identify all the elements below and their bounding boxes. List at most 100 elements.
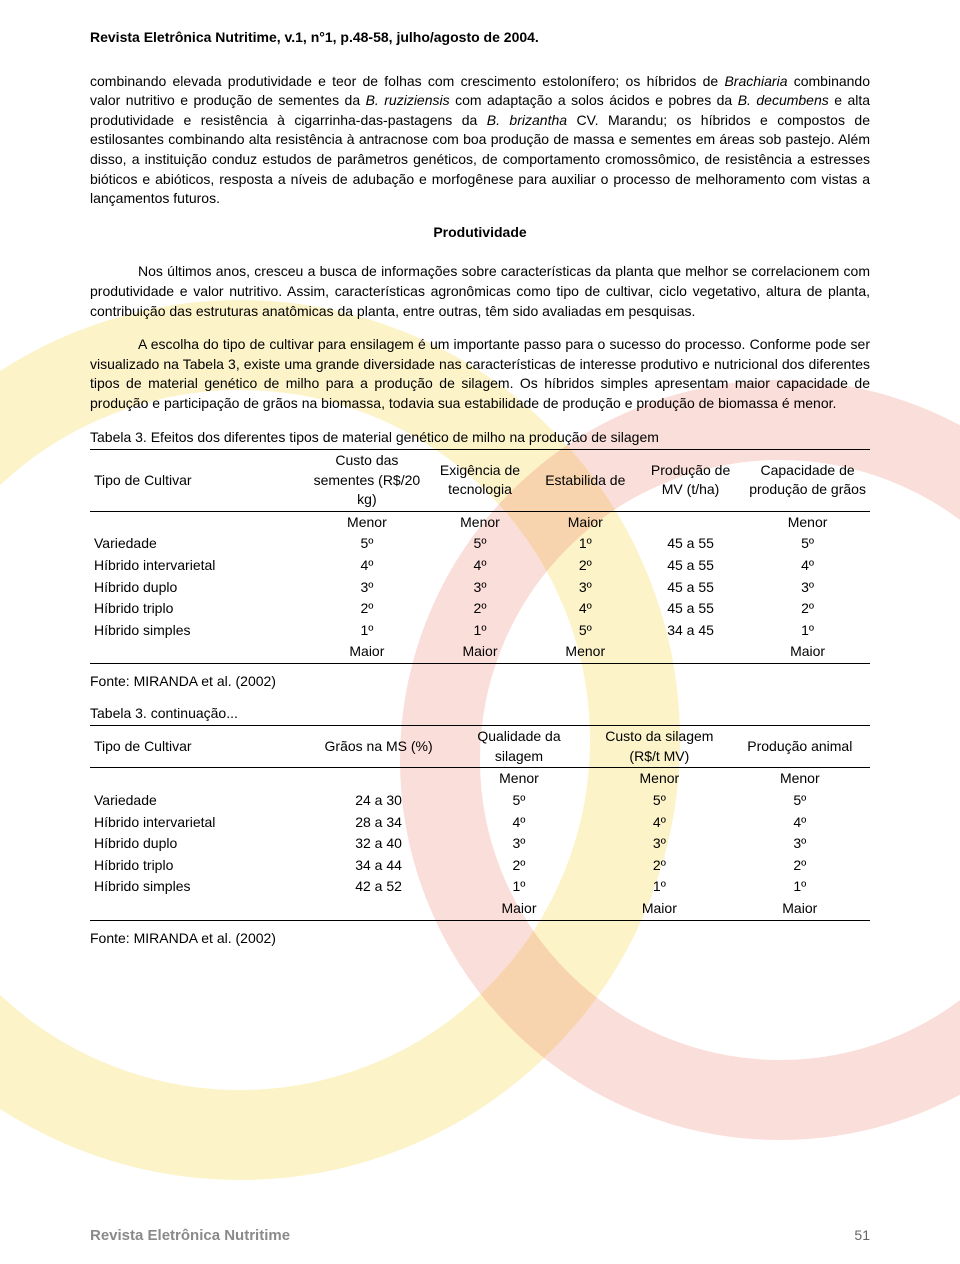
table3a-source: Fonte: MIRANDA et al. (2002) xyxy=(90,672,870,692)
table-cell: 1º xyxy=(535,533,636,555)
table-cell: 45 a 55 xyxy=(636,577,745,599)
table-cell: 45 a 55 xyxy=(636,555,745,577)
table-row: Híbrido duplo3º3º3º45 a 553º xyxy=(90,577,870,599)
table-scale-label xyxy=(90,768,308,790)
table-cell: 3º xyxy=(308,577,425,599)
table-cell: 1º xyxy=(449,876,589,898)
table-header: Grãos na MS (%) xyxy=(308,726,448,768)
table-cell: 34 a 44 xyxy=(308,855,448,877)
table3b-source: Fonte: MIRANDA et al. (2002) xyxy=(90,929,870,949)
table-cell: 45 a 55 xyxy=(636,533,745,555)
table-cell: 1º xyxy=(308,620,425,642)
table-cell: 4º xyxy=(308,555,425,577)
table-header: Qualidade da silagem xyxy=(449,726,589,768)
table-scale-label xyxy=(90,511,308,533)
table-scale-label: Maior xyxy=(589,898,729,920)
paragraph-1: combinando elevada produtividade e teor … xyxy=(90,72,870,209)
table-row: Variedade24 a 305º5º5º xyxy=(90,790,870,812)
table-scale-label: Menor xyxy=(425,511,534,533)
table-cell: 42 a 52 xyxy=(308,876,448,898)
table-header: Tipo de Cultivar xyxy=(90,726,308,768)
table-cell: 3º xyxy=(730,833,870,855)
table-scale-label: Menor xyxy=(308,511,425,533)
table3a-caption: Tabela 3. Efeitos dos diferentes tipos d… xyxy=(90,428,870,448)
table-cell: 34 a 45 xyxy=(636,620,745,642)
table-scale-label: Maior xyxy=(535,511,636,533)
paragraph-2: Nos últimos anos, cresceu a busca de inf… xyxy=(90,262,870,321)
table-cell: 4º xyxy=(535,598,636,620)
table-cell: 5º xyxy=(449,790,589,812)
table-row: Híbrido intervarietal4º4º2º45 a 554º xyxy=(90,555,870,577)
table-cell: 2º xyxy=(589,855,729,877)
paragraph-3: A escolha do tipo de cultivar para ensil… xyxy=(90,335,870,413)
table-scale-label: Menor xyxy=(730,768,870,790)
journal-header: Revista Eletrônica Nutritime, v.1, n°1, … xyxy=(90,28,870,48)
table-cell: 5º xyxy=(308,533,425,555)
table-row: Híbrido simples42 a 521º1º1º xyxy=(90,876,870,898)
table-header: Custo da silagem (R$/t MV) xyxy=(589,726,729,768)
table-cell: 3º xyxy=(535,577,636,599)
table-scale-label: Menor xyxy=(745,511,870,533)
table-cell: 1º xyxy=(425,620,534,642)
table-scale-label xyxy=(308,898,448,920)
table-scale-label: Menor xyxy=(589,768,729,790)
table-header: Tipo de Cultivar xyxy=(90,450,308,512)
table-cell: Híbrido simples xyxy=(90,620,308,642)
table-row: Híbrido triplo34 a 442º2º2º xyxy=(90,855,870,877)
table-cell: 1º xyxy=(589,876,729,898)
table-scale-label: Maior xyxy=(449,898,589,920)
table-cell: 5º xyxy=(589,790,729,812)
table-scale-label: Menor xyxy=(449,768,589,790)
table-scale-label xyxy=(636,641,745,663)
footer-journal-title: Revista Eletrônica Nutritime xyxy=(90,1225,290,1246)
table-cell: 2º xyxy=(308,598,425,620)
table-cell: 45 a 55 xyxy=(636,598,745,620)
table-cell: Híbrido triplo xyxy=(90,855,308,877)
table-scale-label: Menor xyxy=(535,641,636,663)
table-cell: Híbrido duplo xyxy=(90,833,308,855)
table-cell: 5º xyxy=(535,620,636,642)
table-header: Custo das sementes (R$/20 kg) xyxy=(308,450,425,512)
table-cell: 2º xyxy=(730,855,870,877)
table-cell: 28 a 34 xyxy=(308,812,448,834)
table-header: Produção de MV (t/ha) xyxy=(636,450,745,512)
table-cell: Híbrido triplo xyxy=(90,598,308,620)
table-cell: 4º xyxy=(449,812,589,834)
table-cell: 1º xyxy=(730,876,870,898)
table-scale-label xyxy=(636,511,745,533)
table-scale-label xyxy=(90,898,308,920)
table-cell: 5º xyxy=(745,533,870,555)
table-scale-label: Maior xyxy=(425,641,534,663)
table-scale-label: Maior xyxy=(745,641,870,663)
table-cell: 3º xyxy=(449,833,589,855)
table-scale-label xyxy=(308,768,448,790)
table-cell: 4º xyxy=(730,812,870,834)
table3b-caption: Tabela 3. continuação... xyxy=(90,704,870,724)
table-header: Capacidade de produção de grãos xyxy=(745,450,870,512)
table-scale-label xyxy=(90,641,308,663)
table-header: Estabilida de xyxy=(535,450,636,512)
table-row: Híbrido duplo32 a 403º3º3º xyxy=(90,833,870,855)
table-cell: 24 a 30 xyxy=(308,790,448,812)
table-scale-label: Maior xyxy=(308,641,425,663)
table-cell: 2º xyxy=(535,555,636,577)
table-cell: Híbrido simples xyxy=(90,876,308,898)
table-cell: 32 a 40 xyxy=(308,833,448,855)
table-cell: 3º xyxy=(425,577,534,599)
table-cell: 1º xyxy=(745,620,870,642)
table-header: Produção animal xyxy=(730,726,870,768)
table-cell: Variedade xyxy=(90,790,308,812)
table-row: Variedade5º5º1º45 a 555º xyxy=(90,533,870,555)
table-cell: Híbrido duplo xyxy=(90,577,308,599)
table-cell: 2º xyxy=(449,855,589,877)
footer-page-number: 51 xyxy=(854,1226,870,1246)
table-row: Híbrido simples1º1º5º34 a 451º xyxy=(90,620,870,642)
table-cell: 5º xyxy=(730,790,870,812)
table-cell: 3º xyxy=(589,833,729,855)
table-cell: 5º xyxy=(425,533,534,555)
table-cell: Variedade xyxy=(90,533,308,555)
table-cell: 2º xyxy=(425,598,534,620)
table-cell: 4º xyxy=(425,555,534,577)
table-cell: Híbrido intervarietal xyxy=(90,812,308,834)
table-row: Híbrido triplo2º2º4º45 a 552º xyxy=(90,598,870,620)
